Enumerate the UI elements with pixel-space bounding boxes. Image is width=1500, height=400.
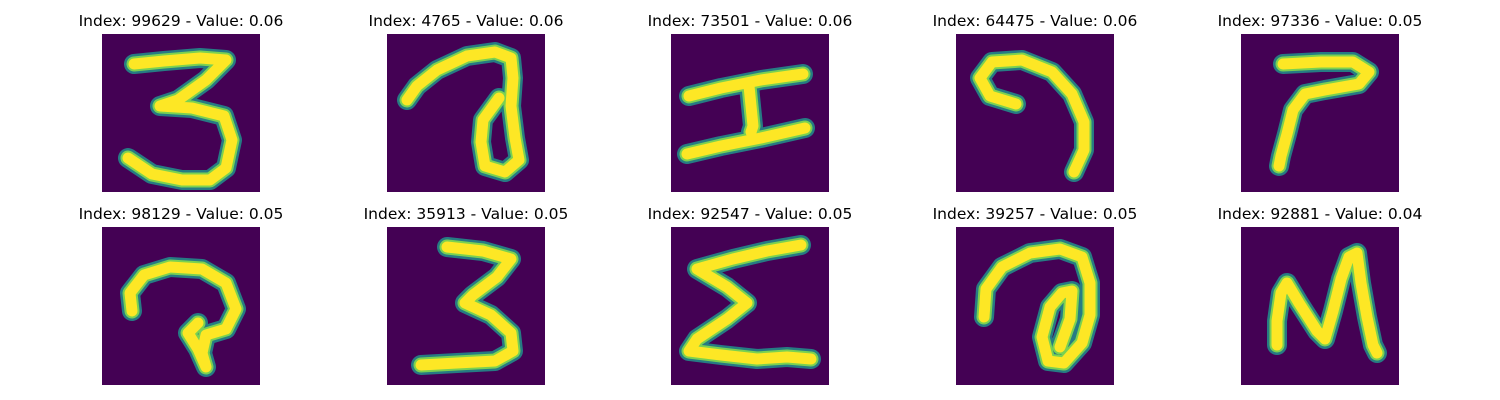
digit-image [671, 34, 829, 192]
sample-panel-8: Index: 92547 - Value: 0.05 [648, 205, 852, 391]
panel-title: Index: 64475 - Value: 0.06 [932, 12, 1138, 30]
digit-image [102, 34, 260, 192]
sample-panel-5: Index: 97336 - Value: 0.05 [1218, 12, 1422, 198]
panel-title: Index: 99629 - Value: 0.06 [78, 12, 284, 30]
sample-panel-4: Index: 64475 - Value: 0.06 [933, 12, 1137, 198]
sample-panel-3: Index: 73501 - Value: 0.06 [648, 12, 852, 198]
digit-image [671, 227, 829, 385]
panel-title: Index: 92881 - Value: 0.04 [1217, 205, 1423, 223]
digit-image [387, 34, 545, 192]
digit-image [1241, 227, 1399, 385]
panel-title: Index: 4765 - Value: 0.06 [368, 12, 564, 30]
sample-panel-10: Index: 92881 - Value: 0.04 [1218, 205, 1422, 391]
sample-panel-7: Index: 35913 - Value: 0.05 [364, 205, 568, 391]
sample-panel-6: Index: 98129 - Value: 0.05 [79, 205, 283, 391]
sample-panel-9: Index: 39257 - Value: 0.05 [933, 205, 1137, 391]
digit-image [387, 227, 545, 385]
digit-image [956, 227, 1114, 385]
digit-image [1241, 34, 1399, 192]
sample-panel-1: Index: 99629 - Value: 0.06 [79, 12, 283, 198]
digit-image [102, 227, 260, 385]
sample-panel-2: Index: 4765 - Value: 0.06 [369, 12, 563, 198]
panel-title: Index: 97336 - Value: 0.05 [1217, 12, 1423, 30]
panel-title: Index: 92547 - Value: 0.05 [647, 205, 853, 223]
panel-title: Index: 39257 - Value: 0.05 [932, 205, 1138, 223]
panel-title: Index: 73501 - Value: 0.06 [647, 12, 853, 30]
digit-image [956, 34, 1114, 192]
panel-title: Index: 98129 - Value: 0.05 [78, 205, 284, 223]
panel-title: Index: 35913 - Value: 0.05 [363, 205, 569, 223]
